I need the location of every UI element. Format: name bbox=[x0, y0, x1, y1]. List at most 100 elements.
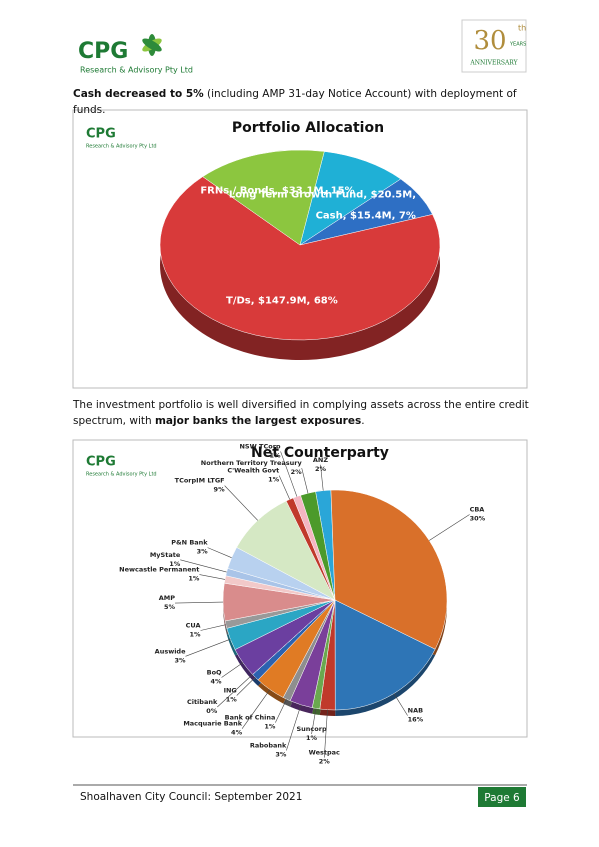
slice-label: Cash, $15.4M, 7% bbox=[316, 210, 416, 221]
chart-logo: CPG bbox=[86, 455, 116, 470]
slice-value: 4% bbox=[211, 677, 223, 685]
slice-label: T/Ds, $147.9M, 68% bbox=[226, 295, 338, 306]
leader-line bbox=[207, 547, 232, 558]
leader-line bbox=[311, 708, 317, 735]
leader-line bbox=[200, 624, 226, 631]
leader-line bbox=[221, 662, 244, 678]
chart-title: Net Counterparty bbox=[251, 445, 389, 461]
bold-text: major banks the largest exposures bbox=[154, 415, 362, 427]
badge bbox=[461, 19, 527, 73]
slice-value: 4% bbox=[231, 729, 243, 737]
slice-name: Westpac bbox=[309, 749, 340, 757]
leader-line bbox=[278, 475, 290, 500]
slice-value: 30% bbox=[470, 515, 486, 523]
paragraph: The investment portfolio is well diversi… bbox=[73, 397, 533, 429]
logo: CPG bbox=[78, 39, 128, 64]
chart-logo-sub: Research & Advisory Pty Ltd bbox=[86, 144, 157, 150]
slice-value: 1% bbox=[270, 451, 282, 459]
slice-name: Auswide bbox=[155, 647, 186, 655]
text: . bbox=[361, 415, 365, 427]
badge-years: YEARS bbox=[509, 42, 526, 48]
leader-line bbox=[301, 467, 309, 494]
slice bbox=[300, 491, 336, 601]
leader-line bbox=[286, 704, 302, 751]
leader-line bbox=[323, 709, 328, 758]
slice-name: MyState bbox=[150, 551, 181, 559]
slice-name: CUA bbox=[186, 622, 201, 630]
slice-label: FRNs / Bonds, $33.1M, 15% bbox=[200, 185, 354, 196]
slice-value: 1% bbox=[169, 560, 181, 568]
leader-line bbox=[320, 464, 324, 491]
footer-text: Shoalhaven City Council: September 2021 bbox=[80, 791, 302, 803]
slice-value: 1% bbox=[264, 723, 276, 731]
slice-value: 1% bbox=[268, 476, 280, 484]
logo-sub: Research & Advisory Pty Ltd bbox=[80, 66, 193, 75]
slice-name: Newcastle Permanent bbox=[119, 566, 199, 574]
chart-logo-sub: Research & Advisory Pty Ltd bbox=[86, 472, 157, 478]
pie bbox=[159, 149, 441, 360]
slice-name: Rabobank bbox=[250, 742, 287, 750]
leader-line bbox=[175, 601, 224, 604]
leader-line bbox=[275, 699, 287, 723]
slice-value: 9% bbox=[214, 486, 226, 494]
pie bbox=[222, 489, 448, 716]
leader-line bbox=[241, 689, 271, 729]
slice-name: Suncorp bbox=[296, 725, 326, 733]
slice-name: AMP bbox=[159, 594, 175, 602]
chart-logo: CPG bbox=[86, 127, 116, 142]
leader-line bbox=[280, 451, 298, 497]
slice-value: 1% bbox=[306, 734, 318, 742]
badge-th: th bbox=[518, 24, 526, 33]
chart-title: Portfolio Allocation bbox=[232, 120, 384, 136]
leader-line bbox=[217, 674, 253, 708]
slice-name: BoQ bbox=[207, 668, 222, 676]
text: (including AMP 31-day Notice Account) wi… bbox=[73, 88, 517, 116]
slice-value: 1% bbox=[226, 696, 238, 704]
slice-name: NSW TCorp bbox=[239, 442, 280, 450]
slice-value: 2% bbox=[315, 465, 327, 473]
badge-anniversary: ANNIVERSARY bbox=[469, 60, 518, 67]
slice-value: 1% bbox=[189, 631, 201, 639]
slice-value: 2% bbox=[291, 468, 303, 476]
slice bbox=[334, 599, 436, 711]
slice-value: 16% bbox=[408, 716, 424, 724]
slice-value: 3% bbox=[174, 656, 186, 664]
slice-value: 1% bbox=[188, 575, 200, 583]
text: The investment portfolio is well diversi… bbox=[73, 399, 529, 427]
slice-value: 3% bbox=[197, 548, 209, 556]
slice-label: Long Term Growth Fund, $20.5M, 10% bbox=[229, 190, 444, 201]
slice-name: C'Wealth Govt bbox=[227, 467, 279, 475]
slice-value: 5% bbox=[164, 603, 176, 611]
slice-value: 3% bbox=[275, 751, 287, 759]
leader-line bbox=[236, 677, 256, 696]
page-box bbox=[478, 787, 526, 807]
slice-name: NAB bbox=[408, 707, 423, 715]
bold-text: Cash decreased to 5% bbox=[73, 88, 204, 100]
logo-flower bbox=[142, 34, 162, 56]
badge-number: 30 bbox=[473, 26, 506, 56]
page-number: Page 6 bbox=[484, 792, 520, 804]
slice-value: 0% bbox=[206, 707, 218, 715]
slice-name: ING bbox=[224, 687, 237, 695]
leader-line bbox=[224, 485, 258, 521]
slice-name: CBA bbox=[470, 506, 485, 514]
paragraph: Cash decreased to 5% (including AMP 31-d… bbox=[73, 86, 533, 118]
slice-name: Macquarie Bank bbox=[183, 720, 242, 728]
leader-line bbox=[393, 693, 408, 716]
slice-name: Northern Territory Treasury bbox=[201, 459, 303, 467]
leader-line bbox=[199, 574, 226, 580]
slice bbox=[202, 149, 325, 246]
slice bbox=[330, 489, 448, 650]
slice-value: 2% bbox=[319, 758, 331, 766]
slice-name: P&N Bank bbox=[171, 539, 208, 547]
slice-name: TCorpIM LTGF bbox=[175, 477, 225, 485]
leader-line bbox=[429, 514, 470, 541]
slice-name: Citibank bbox=[187, 698, 218, 706]
slice bbox=[299, 151, 402, 246]
slice-name: ANZ bbox=[313, 456, 328, 464]
leader-line bbox=[185, 638, 231, 657]
leader-line bbox=[180, 559, 227, 573]
slice bbox=[159, 176, 441, 341]
